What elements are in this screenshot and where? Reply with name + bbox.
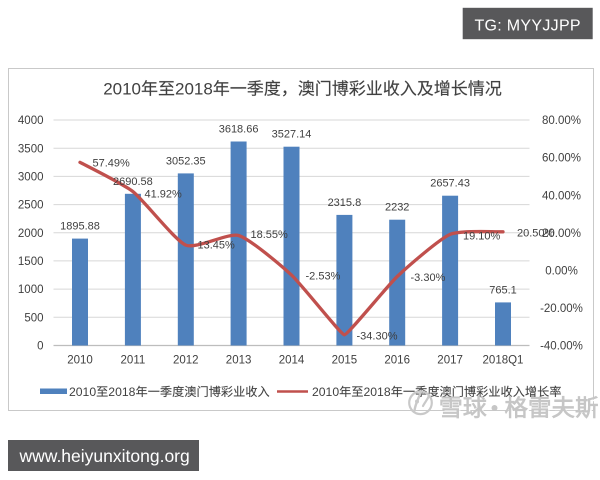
svg-text:60.00%: 60.00% [542,153,581,165]
svg-text:2012: 2012 [173,355,199,367]
svg-text:2500: 2500 [18,200,44,212]
svg-text:2690.58: 2690.58 [113,176,153,188]
svg-text:4000: 4000 [18,115,44,127]
svg-text:3618.66: 3618.66 [219,124,259,136]
svg-text:3500: 3500 [18,143,44,155]
svg-text:2018: 2018 [108,385,135,399]
svg-text:-20.00%: -20.00% [540,303,583,315]
svg-text:3527.14: 3527.14 [272,129,312,141]
svg-text:2010: 2010 [69,385,96,399]
svg-text:0.00%: 0.00% [545,265,578,277]
svg-text:3052.35: 3052.35 [166,155,206,167]
svg-text:2011: 2011 [121,355,146,367]
svg-text:18.55%: 18.55% [251,229,289,241]
svg-text:2015: 2015 [332,355,358,367]
svg-text:1895.88: 1895.88 [60,221,100,233]
svg-text:20.00%: 20.00% [542,228,581,240]
svg-text:2018Q1: 2018Q1 [483,355,524,367]
svg-text:2010: 2010 [67,355,93,367]
svg-text:57.49%: 57.49% [93,158,131,170]
svg-text:-3.30%: -3.30% [411,272,446,284]
svg-text:1000: 1000 [18,284,44,296]
svg-text:2232: 2232 [385,202,409,214]
svg-text:2000: 2000 [18,228,44,240]
svg-text:2010: 2010 [103,80,141,99]
svg-text:www.heiyunxitong.org: www.heiyunxitong.org [19,446,190,466]
svg-text:2013: 2013 [226,355,252,367]
svg-text:-40.00%: -40.00% [540,341,583,353]
svg-text:19.10%: 19.10% [463,231,501,243]
svg-text:13.45%: 13.45% [198,240,236,252]
svg-text:40.00%: 40.00% [542,190,581,202]
svg-text:765.1: 765.1 [489,284,517,296]
svg-text:2016: 2016 [384,355,410,367]
svg-text:2657.43: 2657.43 [430,178,470,190]
svg-text:2010: 2010 [312,385,339,399]
svg-text:2018: 2018 [175,80,213,99]
svg-text:-34.30%: -34.30% [357,331,398,343]
svg-text:-2.53%: -2.53% [306,271,341,283]
svg-text:0: 0 [37,341,43,353]
svg-text:80.00%: 80.00% [542,115,581,127]
svg-text:20.50%: 20.50% [517,228,555,240]
svg-text:41.92%: 41.92% [145,189,183,201]
svg-text:3000: 3000 [18,172,44,184]
svg-text:2017: 2017 [437,355,463,367]
svg-text:2018: 2018 [364,385,391,399]
svg-text:2315.8: 2315.8 [328,197,362,209]
svg-text:1500: 1500 [18,256,44,268]
svg-text:TG: MYYJJPP: TG: MYYJJPP [474,18,580,35]
svg-text:500: 500 [24,312,43,324]
svg-text:2014: 2014 [279,355,305,367]
